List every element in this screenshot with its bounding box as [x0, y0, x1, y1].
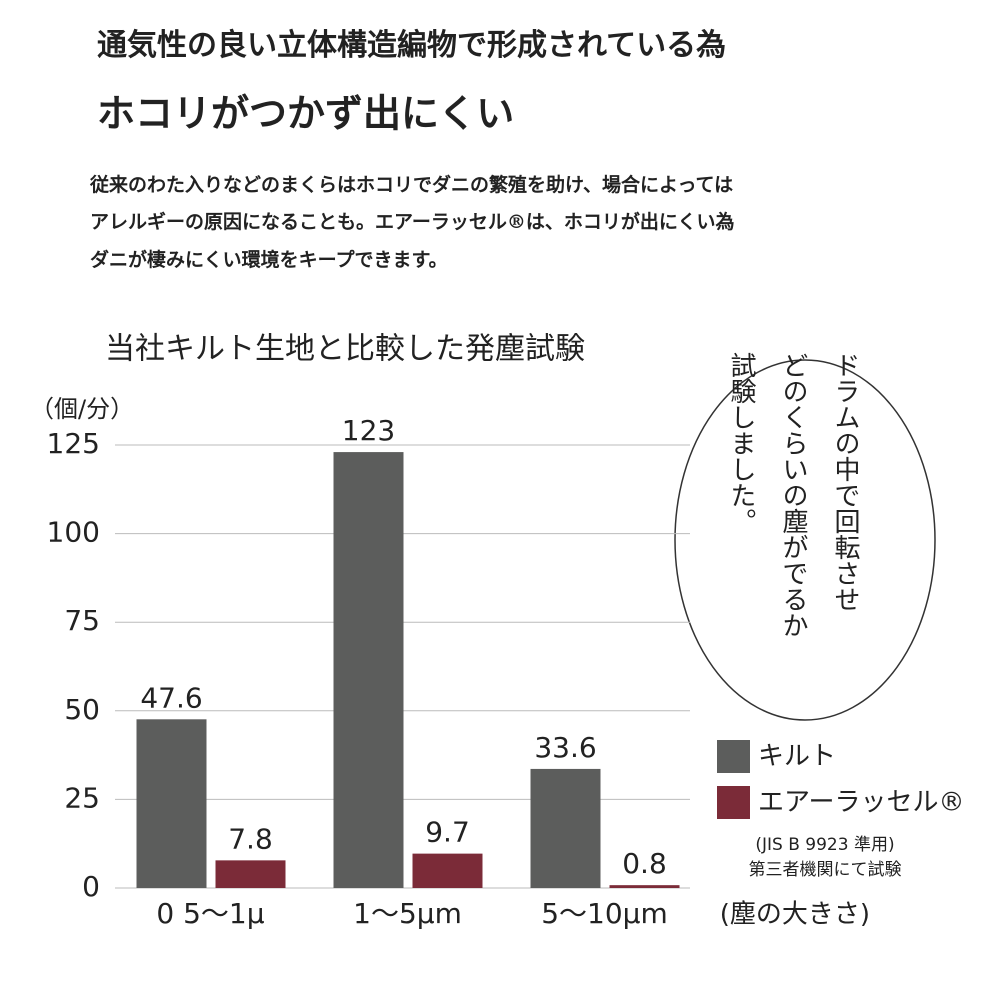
body-text: ダニが棲みにくい環境をキープできます。	[90, 248, 448, 271]
callout-text: ドラムの中で回転させ	[830, 352, 860, 612]
y-tick-label: 100	[47, 516, 100, 549]
value-label: 47.6	[140, 681, 202, 714]
legend-swatch	[717, 740, 750, 773]
x-tick-label: 5～10μm	[541, 897, 668, 930]
legend-swatch	[717, 786, 750, 819]
bar	[530, 768, 601, 888]
legend-label: キルト	[758, 742, 836, 772]
headline-main: ホコリがつかず出にくい	[97, 91, 514, 136]
bar	[333, 452, 404, 888]
y-tick-label: 25	[64, 781, 100, 814]
x-tick-label: 1～5μm	[353, 897, 462, 930]
value-label: 33.6	[534, 731, 596, 764]
y-tick-label: 75	[64, 604, 100, 637]
y-tick-label: 0	[82, 870, 100, 903]
chart-title: 当社キルト生地と比較した発塵試験	[105, 332, 585, 367]
value-label: 9.7	[425, 816, 470, 849]
value-label: 7.8	[228, 822, 273, 855]
legend-label: エアーラッセル®	[758, 788, 964, 818]
y-tick-label: 125	[47, 427, 100, 460]
headline: 通気性の良い立体構造編物で形成されている為	[97, 28, 726, 63]
callout-text: どのくらいの塵がでるか	[778, 352, 808, 638]
bar	[412, 853, 483, 888]
bar	[215, 860, 286, 888]
value-label: 123	[342, 414, 395, 447]
callout-bubble	[674, 359, 936, 721]
value-label: 0.8	[622, 847, 667, 880]
body-text: アレルギーの原因になることも。エアーラッセル®は、ホコリが出にくい為	[90, 210, 734, 233]
bar	[609, 885, 680, 888]
y-axis-label: （個/分）	[30, 395, 134, 423]
note: 第三者機関にて試験	[749, 860, 902, 880]
x-tick-label: 0 5～1μ	[156, 897, 264, 930]
bar	[136, 719, 207, 888]
note: (JIS B 9923 準用)	[755, 835, 894, 855]
body-text: 従来のわた入りなどのまくらはホコリでダニの繁殖を助け、場合によっては	[89, 173, 733, 196]
y-tick-label: 50	[64, 693, 100, 726]
callout-text: 試験しました。	[726, 352, 756, 534]
x-axis-label: (塵の大きさ)	[720, 900, 870, 930]
